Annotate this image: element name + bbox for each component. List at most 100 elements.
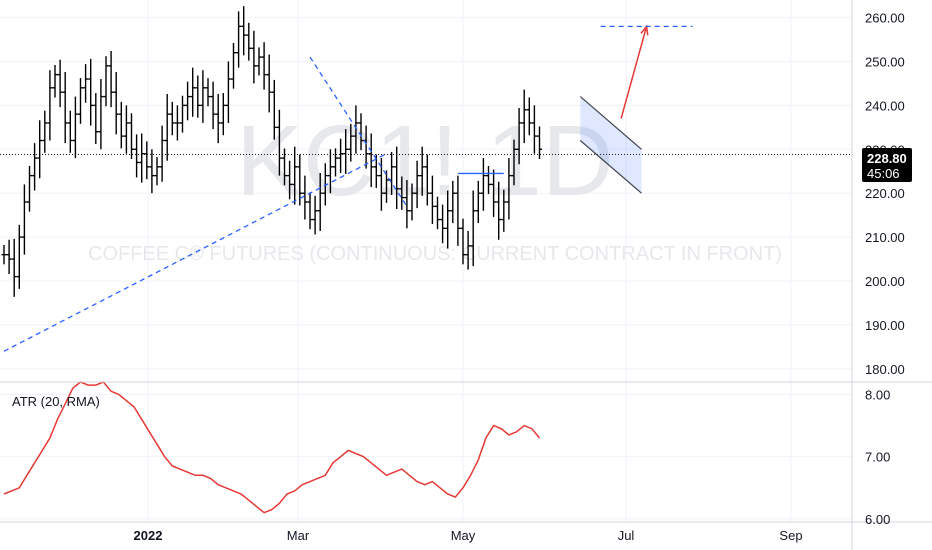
ohlc-bar xyxy=(353,105,359,154)
ohlc-bar xyxy=(333,148,338,177)
ohlc-bar xyxy=(37,120,43,179)
ohlc-bar xyxy=(27,165,32,212)
channel-fill[interactable] xyxy=(580,96,642,194)
x-tick-label: Mar xyxy=(287,528,310,543)
ohlc-bar xyxy=(190,67,196,117)
ohlc-bar xyxy=(506,158,512,220)
ohlc-bar xyxy=(343,129,349,174)
ohlc-bar xyxy=(429,175,435,224)
ohlc-bar xyxy=(399,176,405,210)
atr-line xyxy=(3,381,541,514)
channel-lower-line[interactable] xyxy=(579,140,642,194)
ohlc-bar xyxy=(185,81,191,121)
ohlc-bar xyxy=(195,75,201,118)
ohlc-bar xyxy=(261,42,267,90)
atr-y-tick-label: 7.00 xyxy=(865,450,890,465)
ohlc-bar xyxy=(297,154,303,206)
y-tick-label: 210.00 xyxy=(865,230,905,245)
price-tag: 228.80 45:06 xyxy=(862,148,912,182)
ohlc-bar xyxy=(47,70,53,141)
ohlc-bar xyxy=(287,160,293,200)
ohlc-bar xyxy=(256,47,262,76)
atr-panel[interactable] xyxy=(3,381,541,514)
ohlc-bar xyxy=(501,189,507,232)
ohlc-bar xyxy=(1,245,7,265)
trend-line[interactable] xyxy=(309,56,408,207)
atr-y-tick-label: 8.00 xyxy=(865,387,890,402)
ohlc-bar xyxy=(174,105,180,141)
ohlc-bar xyxy=(236,11,242,68)
ohlc-bar xyxy=(282,148,287,186)
ohlc-bar xyxy=(62,72,68,144)
ohlc-bar xyxy=(445,190,451,249)
ohlc-bar xyxy=(32,143,38,191)
ohlc-bar xyxy=(302,175,308,220)
channel-upper-line[interactable] xyxy=(579,96,642,150)
ohlc-bar xyxy=(123,105,129,154)
ohlc-bar xyxy=(312,195,318,235)
ohlc-bar xyxy=(307,192,313,230)
y-tick-label: 260.00 xyxy=(865,11,905,26)
ohlc-bar xyxy=(531,105,537,154)
x-tick-label: 2022 xyxy=(134,528,163,543)
ohlc-bar xyxy=(486,165,491,195)
ohlc-bar xyxy=(52,64,58,98)
y-tick-label: 180.00 xyxy=(865,362,905,377)
ohlc-bar xyxy=(164,93,170,161)
ohlc-bar xyxy=(317,172,323,231)
ohlc-bar xyxy=(521,89,527,144)
ohlc-bar xyxy=(169,101,175,136)
ohlc-bar xyxy=(246,22,252,61)
ohlc-bar xyxy=(465,230,471,270)
ohlc-bar xyxy=(159,125,165,182)
ohlc-bar xyxy=(144,141,150,180)
ohlc-bar xyxy=(511,139,517,186)
y-tick-label: 220.00 xyxy=(865,186,905,201)
ohlc-bar xyxy=(496,181,502,240)
ohlc-bar xyxy=(180,95,185,133)
ohlc-bar xyxy=(72,96,78,159)
ohlc-bar xyxy=(271,79,277,140)
ohlc-bar xyxy=(491,169,497,217)
y-tick-label: 190.00 xyxy=(865,318,905,333)
ohlc-bar xyxy=(424,154,430,206)
ohlc-bar xyxy=(241,6,247,56)
ohlc-bar xyxy=(88,58,94,126)
ohlc-bar xyxy=(251,30,257,84)
ohlc-bar xyxy=(16,224,22,289)
watermark-symbol: KC1! 1D xyxy=(236,105,614,217)
x-tick-label: Sep xyxy=(779,528,802,543)
price-tag-background xyxy=(862,148,912,182)
ohlc-bar xyxy=(139,133,145,183)
ohlc-bar xyxy=(414,160,420,209)
ohlc-bar xyxy=(205,78,211,107)
ohlc-bar xyxy=(118,101,124,149)
ohlc-bar xyxy=(373,154,379,188)
ohlc-bar xyxy=(200,70,206,123)
price-tag-countdown: 45:06 xyxy=(867,166,900,181)
ohlc-bar xyxy=(11,238,17,297)
ohlc-bar xyxy=(78,78,83,124)
ohlc-bar xyxy=(134,134,140,178)
ohlc-bar xyxy=(516,108,522,165)
ohlc-bar xyxy=(215,93,221,144)
ohlc-bar xyxy=(537,126,542,159)
ohlc-bar xyxy=(231,43,236,89)
ohlc-bar xyxy=(450,180,456,224)
ohlc-bar xyxy=(42,110,48,153)
price-panel[interactable] xyxy=(0,6,852,297)
target-arrow-line[interactable] xyxy=(620,26,648,119)
ohlc-bar xyxy=(129,113,134,159)
ohlc-bar xyxy=(103,56,109,107)
price-tag-price: 228.80 xyxy=(867,151,907,166)
drawings[interactable] xyxy=(3,24,693,352)
ohlc-bar xyxy=(480,158,486,211)
ohlc-bar xyxy=(368,133,374,188)
ohlc-bar xyxy=(292,146,298,205)
watermark-description: COFFEE C® FUTURES (CONTINUOUS: CURRENT C… xyxy=(88,243,782,265)
ohlc-bar xyxy=(220,93,226,136)
ohlc-bar xyxy=(276,109,282,176)
ohlc-bar xyxy=(322,163,328,206)
ohlc-bar xyxy=(149,149,155,194)
